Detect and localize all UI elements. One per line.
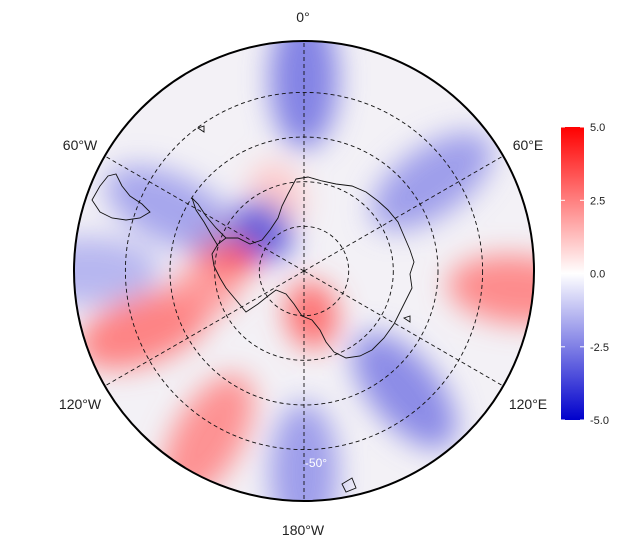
meridian-line bbox=[303, 155, 504, 272]
colorbar-ramp bbox=[561, 127, 584, 420]
lon-label-60w: 60°W bbox=[63, 137, 98, 153]
field-region-southeast-pacific bbox=[77, 289, 212, 369]
meridian-line bbox=[104, 270, 305, 387]
latitude-label: -50° bbox=[305, 456, 327, 470]
field-region-amundsen-sea bbox=[173, 261, 241, 315]
colorbar-tick-label: -2.5 bbox=[590, 342, 609, 354]
lon-label-120w: 120°W bbox=[59, 396, 102, 412]
field-region-south-indian-ring bbox=[371, 132, 493, 231]
graticule bbox=[104, 41, 504, 501]
field-region-ross-ice-shelf bbox=[285, 281, 339, 349]
map-border bbox=[73, 40, 535, 502]
latitude-circle bbox=[214, 181, 394, 361]
lon-label-60e: 60°E bbox=[513, 137, 544, 153]
colorbar-tick-label: 5.0 bbox=[590, 122, 605, 134]
meridian-line bbox=[104, 155, 305, 272]
field-region-southeast-pacific-outer bbox=[74, 237, 160, 305]
island-outline bbox=[341, 477, 357, 493]
lon-label-0: 0° bbox=[296, 9, 309, 25]
lon-label-120e: 120°E bbox=[509, 396, 547, 412]
island-outline bbox=[196, 125, 205, 133]
field-region-drake-passage bbox=[105, 165, 236, 252]
field-region-southwest-pacific bbox=[352, 332, 457, 449]
field-region-pacific-north bbox=[270, 402, 338, 501]
colorbar-tick-label: 0.0 bbox=[590, 269, 605, 281]
colorbar: 5.0 2.5 0.0 -2.5 -5.0 bbox=[561, 122, 609, 427]
colorbar-tick-label: 2.5 bbox=[590, 195, 605, 207]
island-outline bbox=[402, 315, 411, 323]
antarctica-coastline bbox=[211, 176, 415, 359]
meridian-line bbox=[303, 270, 504, 387]
south-america-coastline bbox=[91, 173, 151, 221]
colorbar-tick-label: -5.0 bbox=[590, 415, 609, 427]
field-region-weddell-sea-interior bbox=[232, 199, 294, 261]
lon-label-180: 180°W bbox=[282, 522, 325, 538]
